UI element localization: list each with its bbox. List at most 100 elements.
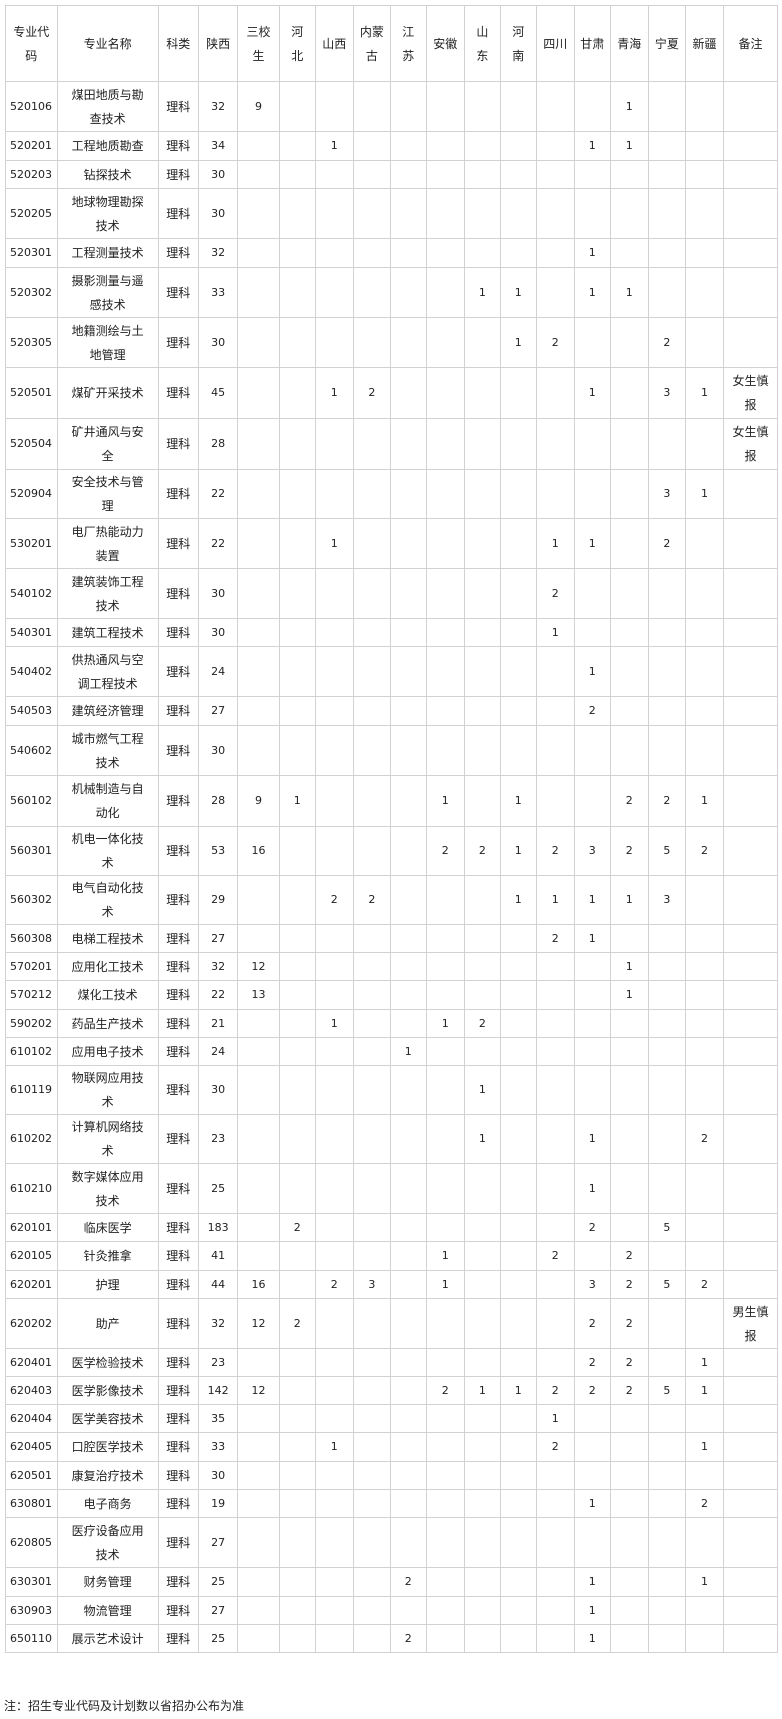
quota-anhui: [425, 980, 465, 1010]
quota-neimenggu: [352, 1404, 391, 1433]
major-name: 电厂热能动力装置: [56, 518, 159, 569]
table-row: 560302 电气自动化技术 理科 29 2 2 1 1 1 1 3: [5, 875, 778, 925]
remark: [723, 1461, 778, 1490]
quota-hebei: [278, 696, 316, 726]
remark: [723, 469, 778, 519]
remark: [723, 160, 778, 189]
quota-shanxi: [314, 1213, 354, 1242]
quota-jiangsu: [389, 1241, 427, 1271]
major-name: 计算机网络技术: [56, 1114, 159, 1164]
quota-sichuan: 2: [535, 1432, 575, 1462]
table-row: 590202 药品生产技术 理科 21 1 1 2: [5, 1009, 778, 1038]
quota-shanxi: [314, 1241, 354, 1271]
quota-gansu: 1: [573, 924, 611, 953]
quota-shaanxi: 41: [197, 1241, 239, 1271]
quota-anhui: [425, 568, 465, 619]
quota-gansu: 1: [573, 518, 611, 569]
major-code: 520301: [5, 238, 58, 268]
quota-xinjiang: [684, 1213, 725, 1242]
quota-shanxi: [314, 1567, 354, 1597]
quota-sichuan: [535, 725, 575, 776]
quota-shaanxi: 27: [197, 1596, 239, 1625]
table-row: 610202 计算机网络技术 理科 23 1 1 2: [5, 1114, 778, 1164]
subject-category: 理科: [157, 1517, 199, 1568]
major-code: 620201: [5, 1270, 58, 1299]
major-code: 530201: [5, 518, 58, 569]
quota-shanxi: [314, 1596, 354, 1625]
quota-jiangsu: 1: [389, 1037, 427, 1066]
quota-qinghai: 2: [609, 1348, 649, 1377]
quota-xinjiang: 1: [684, 1348, 725, 1377]
major-code: 630903: [5, 1596, 58, 1625]
major-code: 630301: [5, 1567, 58, 1597]
quota-qinghai: 1: [609, 875, 649, 925]
table-row: 560308 电梯工程技术 理科 27 2 1: [5, 924, 778, 953]
quota-xinjiang: 2: [684, 1270, 725, 1299]
quota-qinghai: [609, 418, 649, 470]
quota-neimenggu: [352, 1348, 391, 1377]
quota-ningxia: [647, 952, 686, 981]
quota-henan: [499, 1065, 537, 1115]
quota-shaanxi: 34: [197, 131, 239, 161]
quota-xinjiang: [684, 267, 725, 318]
quota-qinghai: [609, 1432, 649, 1462]
quota-qinghai: [609, 618, 649, 647]
quota-henan: [499, 952, 537, 981]
quota-xinjiang: [684, 81, 725, 132]
quota-ningxia: [647, 1404, 686, 1433]
quota-neimenggu: [352, 924, 391, 953]
quota-henan: 1: [499, 267, 537, 318]
quota-shandong: 1: [463, 1376, 501, 1405]
quota-qinghai: [609, 1489, 649, 1518]
quota-xinjiang: [684, 568, 725, 619]
quota-ningxia: [647, 131, 686, 161]
quota-shandong: [463, 1567, 501, 1597]
header-shandong: 山东: [463, 5, 501, 82]
quota-shandong: [463, 875, 501, 925]
quota-sichuan: 1: [535, 875, 575, 925]
quota-sanxiaosheng: [237, 1624, 280, 1653]
quota-sichuan: [535, 160, 575, 189]
quota-sichuan: [535, 267, 575, 318]
quota-hebei: [278, 1241, 316, 1271]
quota-shanxi: 1: [314, 131, 354, 161]
quota-shaanxi: 142: [197, 1376, 239, 1405]
quota-jiangsu: [389, 1163, 427, 1214]
quota-sichuan: 2: [535, 1241, 575, 1271]
quota-hebei: [278, 1376, 316, 1405]
major-name: 药品生产技术: [56, 1009, 159, 1038]
major-name: 数字媒体应用技术: [56, 1163, 159, 1214]
quota-sanxiaosheng: [237, 924, 280, 953]
quota-qinghai: [609, 1596, 649, 1625]
quota-shanxi: 1: [314, 1432, 354, 1462]
remark: [723, 1489, 778, 1518]
quota-sichuan: 2: [535, 826, 575, 876]
quota-anhui: [425, 1114, 465, 1164]
quota-sichuan: [535, 1348, 575, 1377]
major-code: 620404: [5, 1404, 58, 1433]
quota-sanxiaosheng: 12: [237, 1376, 280, 1405]
quota-shandong: [463, 160, 501, 189]
quota-henan: 1: [499, 1376, 537, 1405]
quota-sanxiaosheng: [237, 696, 280, 726]
quota-xinjiang: [684, 1009, 725, 1038]
major-name: 安全技术与管理: [56, 469, 159, 519]
quota-hebei: [278, 826, 316, 876]
table-row: 610119 物联网应用技术 理科 30 1: [5, 1065, 778, 1115]
major-code: 540402: [5, 646, 58, 697]
quota-jiangsu: [389, 418, 427, 470]
quota-neimenggu: [352, 1163, 391, 1214]
quota-sanxiaosheng: [237, 267, 280, 318]
quota-sichuan: [535, 188, 575, 239]
quota-henan: [499, 1517, 537, 1568]
quota-shaanxi: 28: [197, 418, 239, 470]
quota-neimenggu: [352, 518, 391, 569]
quota-anhui: [425, 188, 465, 239]
quota-anhui: [425, 1517, 465, 1568]
quota-qinghai: [609, 1517, 649, 1568]
quota-shaanxi: 32: [197, 81, 239, 132]
quota-shanxi: [314, 1348, 354, 1377]
quota-shandong: [463, 1270, 501, 1299]
table-row: 540503 建筑经济管理 理科 27 2: [5, 696, 778, 726]
quota-jiangsu: [389, 1213, 427, 1242]
